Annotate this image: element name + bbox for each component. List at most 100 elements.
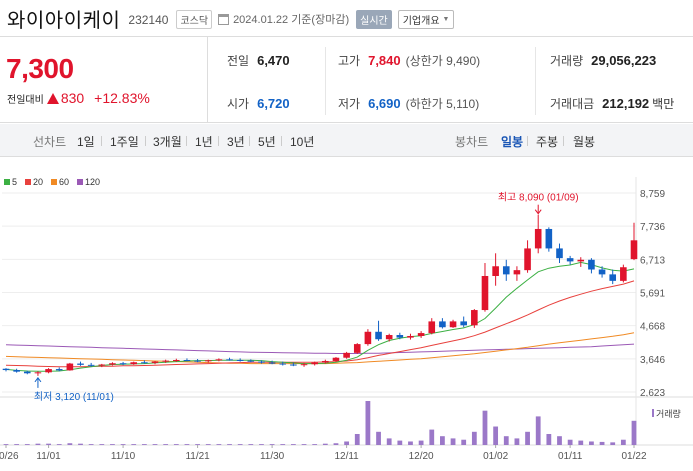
tab-1w[interactable]: 1주일 bbox=[110, 135, 139, 149]
volume-bar bbox=[589, 441, 594, 445]
change-label: 전일대비 bbox=[7, 94, 44, 106]
volume-swatch bbox=[652, 409, 654, 417]
candle-body bbox=[268, 362, 276, 364]
candle-body bbox=[609, 274, 617, 281]
tab-candle-chart[interactable]: 봉차트 bbox=[455, 135, 489, 149]
tab-5y[interactable]: 5년 bbox=[258, 135, 276, 149]
candle-body bbox=[417, 333, 425, 336]
tab-weekly[interactable]: 주봉 bbox=[536, 135, 559, 149]
high-cell: 고가 7,840 (상한가 9,490) bbox=[338, 53, 481, 68]
x-tick-label: 11/01 bbox=[36, 451, 61, 462]
candle-body bbox=[449, 321, 457, 328]
candle-body bbox=[162, 360, 169, 362]
volume-bar bbox=[365, 401, 371, 445]
tab-line-chart[interactable]: 선차트 bbox=[33, 135, 67, 149]
candle-body bbox=[130, 362, 138, 365]
volume-bar bbox=[195, 444, 200, 445]
candle-body bbox=[247, 360, 255, 362]
candle-body bbox=[577, 259, 585, 262]
x-tick-label: 11/30 bbox=[260, 451, 285, 462]
volume-bar bbox=[120, 444, 126, 445]
current-price-box: 7,300 전일대비 830 +12.83% bbox=[0, 37, 208, 123]
candle-body bbox=[194, 360, 201, 362]
candle-body bbox=[556, 248, 563, 259]
volume-bar bbox=[248, 444, 254, 445]
volume-bar bbox=[450, 438, 456, 445]
candle-body bbox=[311, 362, 318, 365]
candle-body bbox=[258, 361, 265, 363]
volume-bar bbox=[344, 441, 350, 445]
legend-swatch bbox=[4, 179, 10, 185]
x-tick-label: 12/20 bbox=[409, 451, 434, 462]
prev-close-cell: 전일 6,470 bbox=[227, 53, 290, 68]
company-overview-dropdown[interactable]: 기업개요 ▼ bbox=[397, 9, 455, 29]
amount-cell: 거래대금 212,192 백만 bbox=[550, 96, 675, 111]
candle-body bbox=[534, 228, 542, 249]
stock-name: 와이아이케이 bbox=[7, 9, 121, 32]
volume-bar bbox=[557, 436, 562, 445]
ma-line-ma120 bbox=[5, 343, 635, 354]
tab-divider bbox=[218, 136, 219, 146]
x-tick-label: 12/11 bbox=[334, 451, 359, 462]
tab-divider bbox=[281, 136, 282, 146]
tab-monthly[interactable]: 월봉 bbox=[573, 135, 596, 149]
prev-close: 6,470 bbox=[257, 53, 290, 68]
realtime-button[interactable]: 실시간 bbox=[356, 9, 392, 29]
open-cell: 시가 6,720 bbox=[227, 96, 290, 111]
candle-body bbox=[502, 266, 510, 275]
volume-label: 거래량 bbox=[656, 408, 681, 419]
stock-code: 232140 bbox=[128, 12, 169, 27]
tab-divider bbox=[527, 136, 528, 146]
tab-1y[interactable]: 1년 bbox=[195, 135, 213, 149]
tab-divider bbox=[249, 136, 250, 146]
candle-body bbox=[524, 248, 531, 271]
tab-1d[interactable]: 1일 bbox=[77, 135, 95, 149]
candle-body bbox=[375, 331, 382, 340]
volume-bar bbox=[376, 431, 381, 445]
volume-bar bbox=[429, 429, 435, 445]
y-tick-label: 8,759 bbox=[640, 189, 665, 200]
candle-body bbox=[471, 310, 478, 326]
candle-body bbox=[332, 357, 340, 361]
chevron-down-icon: ▼ bbox=[442, 15, 450, 23]
tab-3m[interactable]: 3개월 bbox=[153, 135, 182, 149]
legend-ma5: 5 bbox=[4, 177, 17, 187]
candle-body bbox=[385, 335, 393, 340]
candle-body bbox=[23, 371, 31, 374]
volume-bar bbox=[67, 443, 73, 445]
min-price-annotation: 최저 3,120 (11/01) bbox=[34, 391, 114, 403]
calendar-icon bbox=[218, 13, 230, 25]
candle-body bbox=[151, 361, 159, 363]
candlestick-chart[interactable]: 8,759 7,736 6,713 5,691 4,668 3,646 2,623 10/26… bbox=[0, 157, 693, 471]
tab-3y[interactable]: 3년 bbox=[227, 135, 245, 149]
max-price-annotation: 최고 8,090 (01/09) bbox=[498, 192, 579, 204]
volume-bar bbox=[493, 426, 499, 445]
volume-bar bbox=[237, 444, 243, 445]
volume-bar bbox=[620, 439, 626, 445]
volume-bar bbox=[397, 440, 403, 445]
ma-line-ma5 bbox=[5, 261, 635, 372]
volume-bar bbox=[525, 431, 530, 445]
candle-body bbox=[77, 363, 84, 365]
volume-bar bbox=[333, 443, 339, 445]
volume-bar bbox=[205, 444, 211, 445]
volume-bar bbox=[567, 439, 573, 445]
tab-daily[interactable]: 일봉 bbox=[501, 135, 524, 149]
ma-line-ma20 bbox=[5, 280, 635, 368]
upper-limit: (상한가 9,490) bbox=[405, 54, 481, 68]
legend-swatch bbox=[77, 179, 84, 185]
candle-body bbox=[173, 359, 180, 361]
y-tick-label: 3,646 bbox=[640, 355, 665, 366]
tab-10y[interactable]: 10년 bbox=[290, 135, 315, 149]
x-tick-label: 01/02 bbox=[483, 451, 508, 462]
candle-body bbox=[236, 359, 244, 361]
market-badge: 코스닥 bbox=[176, 9, 213, 29]
candle-body bbox=[364, 331, 372, 345]
volume-bar bbox=[259, 444, 264, 445]
candle-body bbox=[588, 259, 595, 270]
volume-bar bbox=[78, 443, 83, 445]
amount-unit: 백만 bbox=[652, 97, 675, 111]
tab-divider bbox=[145, 136, 146, 146]
candle-body bbox=[215, 359, 223, 361]
candle-body bbox=[98, 364, 106, 366]
